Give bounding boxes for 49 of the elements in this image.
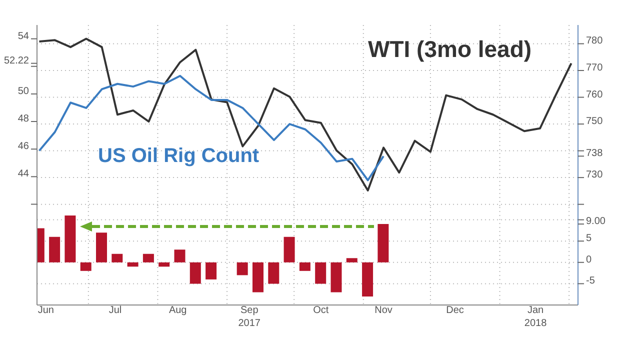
x-tick-label: Jul <box>108 305 122 316</box>
series-label: US Oil Rig Count <box>98 145 260 168</box>
y-tick-label: 48 <box>18 114 30 125</box>
bar <box>96 232 108 262</box>
y-tick-label: 50 <box>18 86 30 97</box>
y2-tick-label: 5 <box>586 233 592 244</box>
y2-tick-label: 0 <box>586 254 592 266</box>
bar <box>252 262 264 292</box>
bar <box>64 216 76 262</box>
y2-tick-label: 780 <box>586 36 604 47</box>
y2-tick-label: 760 <box>586 89 604 100</box>
bar <box>112 254 123 262</box>
series-label: WTI (3mo lead) <box>368 36 532 63</box>
bar <box>268 262 280 284</box>
bar <box>330 262 342 292</box>
x-tick-label: Aug <box>168 305 187 316</box>
y-tick-label: 52.22 <box>4 55 30 66</box>
y2-tick-label: 770 <box>586 62 604 74</box>
y-tick-label: 54 <box>18 30 30 42</box>
bar <box>315 262 326 284</box>
x-tick-label: Sep 2017 <box>238 305 261 329</box>
bar <box>49 236 60 262</box>
x-tick-label: Jan 2018 <box>524 305 548 329</box>
bar <box>174 250 186 262</box>
bar <box>346 258 358 262</box>
bar <box>127 262 138 267</box>
bar <box>190 262 201 284</box>
x-tick-label: Jun <box>38 305 54 316</box>
y-tick-label: 46 <box>18 141 30 152</box>
x-tick-label: Oct <box>313 305 329 316</box>
bar <box>236 262 248 276</box>
bar <box>142 254 154 262</box>
bar <box>80 262 92 271</box>
x-tick-label: Nov <box>374 305 392 316</box>
bar <box>378 224 389 262</box>
bar <box>362 262 374 296</box>
y2-tick-label: 738 <box>586 148 604 160</box>
y-tick-label: 44 <box>18 168 30 180</box>
y2-tick-label: -5 <box>586 276 596 287</box>
y2-tick-label: 730 <box>586 170 604 181</box>
line-series <box>38 74 385 182</box>
x-tick-label: Dec <box>446 305 464 316</box>
y2-tick-label: 750 <box>586 116 604 128</box>
bar <box>299 262 310 271</box>
bar <box>158 262 170 267</box>
bar <box>206 262 217 280</box>
y2-tick-label: 9.00 <box>586 216 606 228</box>
line-series <box>38 38 572 192</box>
bar <box>284 236 295 262</box>
